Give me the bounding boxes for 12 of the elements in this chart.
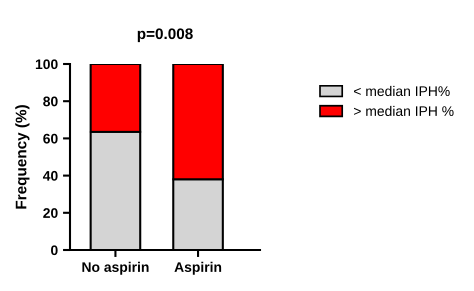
y-tick-label: 20 [43,208,58,218]
y-tick-label: 60 [43,134,58,144]
y-tick-label: 80 [43,96,58,106]
y-tick-label: 0 [51,245,58,256]
chart-title: p=0.008 [138,28,193,42]
y-tick-label: 40 [42,170,58,181]
legend-label: < median IPH% [354,86,450,96]
x-tick-label: No aspirin [82,262,149,275]
y-tick-label: 100 [36,59,58,70]
x-tick-label: Aspirin [174,262,222,275]
legend-label: > median IPH % [354,106,454,116]
y-axis-title: Frequency (%) [15,105,30,209]
